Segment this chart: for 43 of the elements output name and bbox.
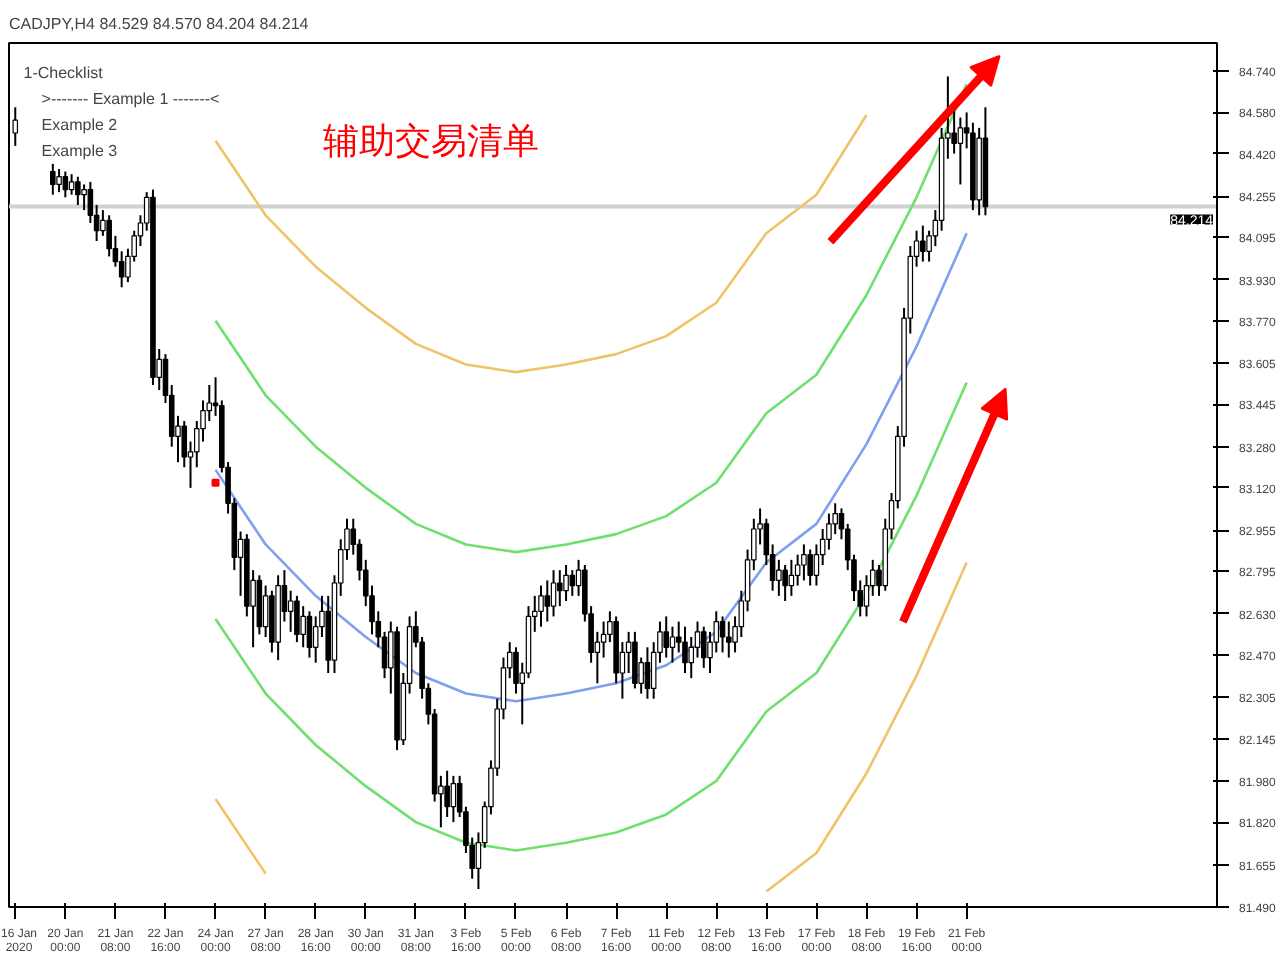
candlestick (81, 183, 87, 212)
candlestick (450, 774, 457, 824)
candlestick (632, 630, 638, 690)
candlestick (538, 584, 544, 628)
candlestick (957, 116, 964, 186)
candlestick (262, 584, 269, 638)
candlestick (287, 589, 294, 633)
candlestick (62, 170, 69, 199)
chart-title: CADJPY,H4 84.529 84.570 84.204 84.214 (9, 15, 310, 33)
annotation: 辅助交易清单 (323, 121, 540, 164)
candlestick (801, 543, 807, 582)
candlestick (719, 615, 726, 654)
candlestick (782, 564, 788, 602)
line-series (214, 231, 968, 703)
candlestick (920, 224, 926, 263)
line-series (214, 113, 868, 374)
candlestick (544, 579, 551, 623)
annotation: Example 3 (41, 142, 119, 160)
candlestick (700, 625, 707, 669)
candlestick (306, 610, 313, 659)
annotation: Example 2 (41, 116, 119, 135)
candlestick (644, 646, 651, 700)
candlestick (682, 625, 688, 674)
annotation: 1-Checklist (23, 64, 105, 83)
candlestick (56, 168, 62, 194)
candlestick (776, 558, 782, 597)
line-series (214, 381, 968, 852)
candlestick (563, 564, 569, 602)
line-series (765, 561, 968, 893)
candlestick (807, 548, 813, 587)
annotation: >------- Example 1 -------< (41, 90, 221, 109)
candlestick (569, 569, 576, 597)
candlestick (726, 620, 732, 659)
candlestick (300, 605, 306, 649)
candlestick (68, 173, 75, 196)
candlestick (557, 569, 563, 608)
candlestick (294, 594, 300, 644)
candlestick (663, 615, 669, 659)
candlestick (269, 589, 275, 654)
candlestick (669, 625, 676, 664)
candlestick (50, 162, 56, 196)
candlestick (75, 175, 81, 206)
candlestick (550, 569, 557, 618)
